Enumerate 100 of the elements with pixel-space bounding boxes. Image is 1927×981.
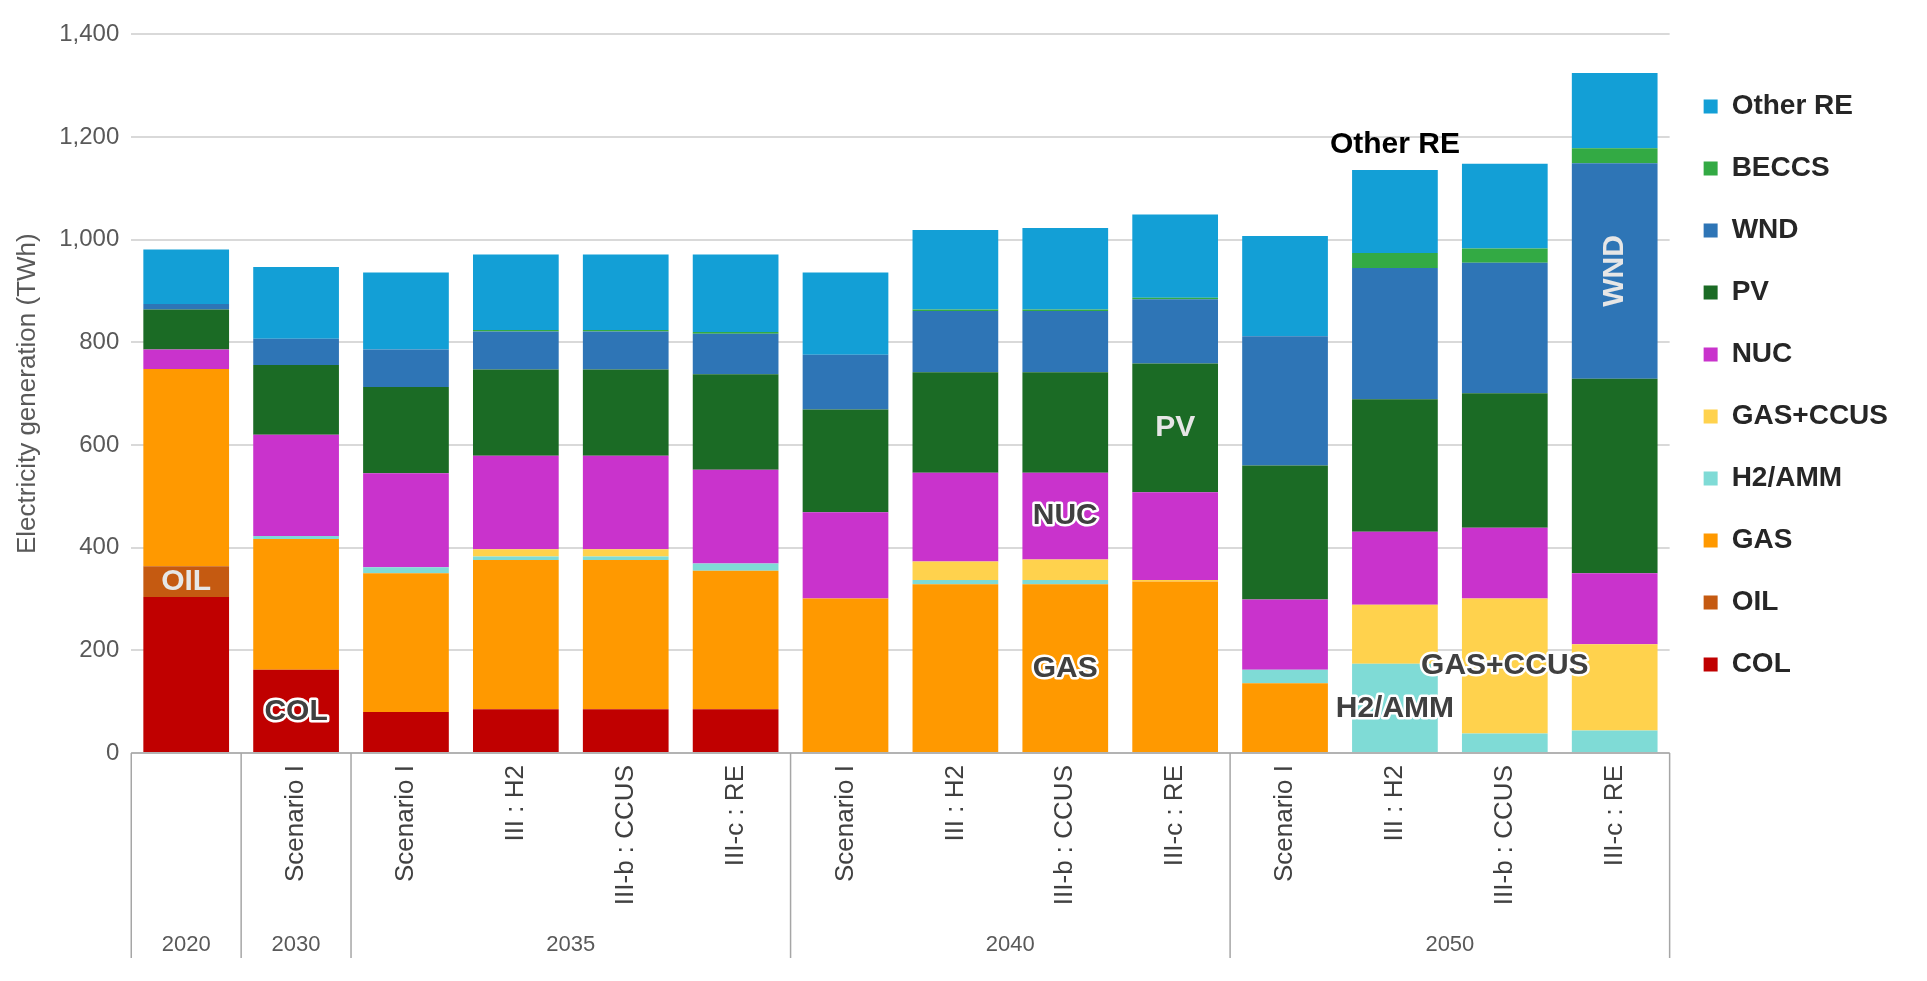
bar <box>473 556 559 561</box>
y-tick-label: 1,000 <box>59 224 120 252</box>
bar <box>692 374 779 470</box>
x-tick-label: III : H2 <box>938 765 969 842</box>
bar <box>1571 573 1658 645</box>
x-tick-label: III-c : RE <box>718 765 749 867</box>
bar <box>473 560 559 710</box>
text: GAS <box>1032 649 1098 683</box>
bar <box>802 598 889 752</box>
bar <box>253 538 339 670</box>
text: NUC <box>1032 497 1098 531</box>
bar <box>1022 227 1109 310</box>
bar <box>582 331 669 370</box>
bar <box>1132 299 1219 364</box>
bar <box>1022 559 1109 581</box>
bar <box>253 338 339 365</box>
bar <box>582 560 669 710</box>
text: COL <box>264 692 328 726</box>
legend-label: COL <box>1731 647 1791 679</box>
bar <box>912 472 999 562</box>
bar <box>582 455 669 550</box>
bar <box>363 567 449 574</box>
x-tick-label: III-b : CCUS <box>608 765 639 906</box>
legend-label: PV <box>1731 275 1770 307</box>
bar <box>1132 581 1219 752</box>
bar <box>1242 669 1328 684</box>
text: 2035 <box>546 931 596 957</box>
x-tick-label: Scenario I <box>389 765 420 883</box>
x-tick-label: III-c : RE <box>1158 765 1189 867</box>
y-axis-title: Electricity generation (TWh) <box>10 233 41 555</box>
bar <box>1461 262 1548 394</box>
bar <box>363 272 449 350</box>
bar <box>473 331 559 370</box>
bar <box>1022 584 1109 752</box>
y-tick-label: 1,200 <box>59 121 120 149</box>
bar <box>692 333 779 375</box>
text: WND <box>1595 235 1629 307</box>
bar <box>1571 163 1658 379</box>
bar <box>1242 683 1328 752</box>
bar <box>802 272 889 355</box>
bar <box>692 570 779 710</box>
bar <box>253 434 339 536</box>
bar <box>143 596 230 752</box>
bar <box>143 303 230 310</box>
bar <box>1022 372 1109 473</box>
bar <box>143 349 230 370</box>
legend-label: Other RE <box>1731 89 1853 121</box>
bar <box>1461 527 1548 599</box>
bar <box>582 556 669 561</box>
bar <box>473 254 559 331</box>
bar <box>363 387 449 474</box>
bar <box>802 512 889 599</box>
bar <box>1132 492 1219 581</box>
legend-label: GAS+CCUS <box>1731 399 1889 431</box>
x-tick-label: III : H2 <box>499 765 530 842</box>
x-tick-label: Scenario I <box>279 765 310 883</box>
bar <box>253 364 339 435</box>
bar <box>1571 378 1658 574</box>
y-tick-label: 200 <box>79 634 120 662</box>
bar <box>1352 169 1438 254</box>
text: OIL <box>161 562 212 596</box>
bar <box>692 563 779 571</box>
bar <box>363 573 449 712</box>
bar <box>582 709 669 752</box>
y-tick-label: 0 <box>105 737 120 765</box>
text: 2030 <box>271 931 321 957</box>
legend-label: OIL <box>1731 585 1779 617</box>
x-tick-label: Scenario I <box>1268 765 1299 883</box>
bar <box>473 709 559 752</box>
bar <box>1242 336 1328 466</box>
text: Other RE <box>1329 126 1460 160</box>
bar <box>1132 214 1219 298</box>
bar <box>582 549 669 557</box>
bar <box>473 455 559 550</box>
bar <box>1461 393 1548 528</box>
bar <box>1571 72 1658 149</box>
bar <box>1242 599 1328 670</box>
bar <box>1461 163 1548 249</box>
bar <box>1352 267 1438 400</box>
bar <box>1571 730 1658 752</box>
bar <box>1022 311 1109 373</box>
bar <box>802 354 889 410</box>
bar <box>912 311 999 373</box>
y-tick-label: 1,400 <box>59 19 120 47</box>
bar <box>1461 248 1548 263</box>
x-tick-label: Scenario I <box>828 765 859 883</box>
bar <box>363 473 449 568</box>
bar <box>1022 580 1109 585</box>
bar <box>253 266 339 339</box>
text: 2040 <box>985 931 1035 957</box>
text: 2050 <box>1425 931 1475 957</box>
y-tick-label: 400 <box>79 532 120 560</box>
legend-label: GAS <box>1731 523 1793 555</box>
legend-label: NUC <box>1731 337 1793 369</box>
bar <box>692 469 779 564</box>
y-tick-label: 600 <box>79 429 120 457</box>
bar <box>473 549 559 557</box>
bar <box>143 309 230 350</box>
x-tick-label: III : H2 <box>1378 765 1409 842</box>
bar <box>1461 733 1548 752</box>
